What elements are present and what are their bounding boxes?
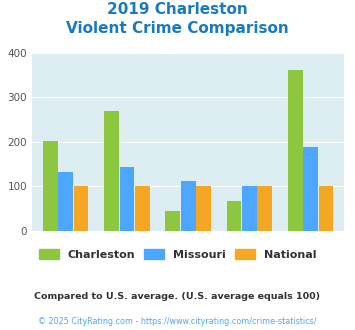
- Bar: [43, 141, 58, 231]
- Bar: [135, 185, 149, 231]
- Bar: [181, 181, 196, 231]
- Bar: [165, 211, 180, 231]
- Bar: [196, 185, 211, 231]
- Bar: [303, 147, 318, 231]
- Text: Compared to U.S. average. (U.S. average equals 100): Compared to U.S. average. (U.S. average …: [34, 292, 321, 301]
- Text: 2019 Charleston: 2019 Charleston: [107, 2, 248, 16]
- Legend: Charleston, Missouri, National: Charleston, Missouri, National: [39, 249, 316, 260]
- Bar: [319, 185, 333, 231]
- Bar: [257, 185, 272, 231]
- Bar: [288, 70, 303, 231]
- Bar: [73, 185, 88, 231]
- Bar: [227, 201, 241, 231]
- Bar: [104, 111, 119, 231]
- Text: © 2025 CityRating.com - https://www.cityrating.com/crime-statistics/: © 2025 CityRating.com - https://www.city…: [38, 317, 317, 326]
- Bar: [242, 185, 257, 231]
- Text: Violent Crime Comparison: Violent Crime Comparison: [66, 21, 289, 36]
- Bar: [58, 172, 73, 231]
- Bar: [120, 167, 134, 231]
